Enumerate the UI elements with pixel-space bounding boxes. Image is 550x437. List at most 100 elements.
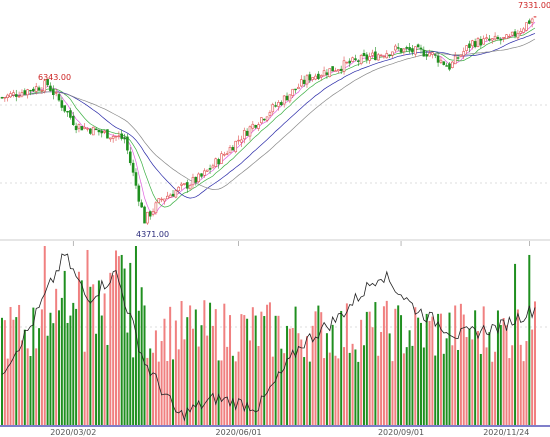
candle-body xyxy=(516,33,520,39)
volume-bar xyxy=(459,303,462,425)
volume-bar xyxy=(214,309,217,425)
candle-body xyxy=(519,31,523,34)
candle-body xyxy=(331,66,334,72)
volume-bar xyxy=(325,333,328,425)
volume-bar xyxy=(260,311,263,425)
volume-bar xyxy=(374,302,377,425)
candle-body xyxy=(462,51,466,56)
candle-body xyxy=(83,126,86,129)
volume-bar xyxy=(357,361,360,425)
candle-body xyxy=(9,93,12,98)
moving-average-line xyxy=(1,21,536,215)
volume-bar xyxy=(149,348,152,425)
volume-bar xyxy=(334,355,337,425)
candle-body xyxy=(453,55,457,65)
candle-body xyxy=(168,194,172,198)
volume-bar xyxy=(97,280,100,425)
candle-body xyxy=(470,40,474,47)
volume-bar xyxy=(476,330,479,425)
volume-bar xyxy=(126,332,129,425)
candle-body xyxy=(288,94,292,102)
volume-bar xyxy=(354,349,357,425)
volume-bar xyxy=(132,357,135,425)
candle-body xyxy=(203,170,206,176)
candle-body xyxy=(528,20,531,24)
candle-body xyxy=(151,211,155,215)
volume-bar xyxy=(431,316,434,425)
candle-body xyxy=(371,52,374,56)
candle-body xyxy=(69,110,72,118)
volume-bar xyxy=(240,314,243,425)
volume-bar xyxy=(437,313,440,425)
volume-bar xyxy=(106,344,109,425)
volume-bar xyxy=(305,336,308,425)
candle-body xyxy=(302,79,306,84)
candle-body xyxy=(208,168,212,170)
x-axis: 2020/03/02 2020/06/01 2020/09/01 2020/11/24 xyxy=(50,241,530,437)
candle-body xyxy=(362,53,366,56)
candle-body xyxy=(194,176,198,183)
candle-body xyxy=(499,38,503,41)
volume-bar xyxy=(371,327,374,425)
candle-body xyxy=(163,198,166,202)
volume-bar xyxy=(20,340,23,425)
candle-body xyxy=(508,35,511,38)
volume-bar xyxy=(271,356,274,425)
volume-bar xyxy=(248,340,251,425)
candle-body xyxy=(379,54,383,57)
candle-body xyxy=(211,165,215,169)
candle-body xyxy=(248,126,252,137)
volume-bar xyxy=(189,305,192,425)
candle-body xyxy=(473,41,477,48)
candle-body xyxy=(351,57,354,62)
moving-average-line xyxy=(1,38,536,190)
volume-bar xyxy=(66,322,69,425)
volume-bar xyxy=(377,355,380,425)
candle-body xyxy=(262,118,266,121)
candle-body xyxy=(431,52,434,55)
volume-bar xyxy=(46,335,49,425)
volume-bar xyxy=(211,325,214,425)
volume-bar xyxy=(531,329,534,425)
volume-bar xyxy=(283,353,286,425)
volume-bar xyxy=(143,305,146,425)
candle-body xyxy=(285,95,289,101)
volume-bar xyxy=(177,349,180,425)
volume-bar xyxy=(157,361,160,425)
candle-body xyxy=(280,102,283,106)
candle-body xyxy=(391,51,394,56)
high-price-label: 7331.00 xyxy=(518,1,550,10)
candle-body xyxy=(513,31,517,37)
volume-bar xyxy=(40,309,43,425)
candle-body xyxy=(188,185,192,190)
volume-bar xyxy=(251,307,254,425)
volume-bar xyxy=(75,308,78,425)
volume-bar xyxy=(442,353,445,425)
candle-body xyxy=(308,74,312,81)
volume-bar xyxy=(243,315,246,425)
candle-body xyxy=(433,54,437,56)
volume-bar xyxy=(49,312,52,425)
candle-body xyxy=(419,47,423,50)
candle-body xyxy=(77,124,81,129)
candle-body xyxy=(200,173,203,177)
volume-bar xyxy=(72,302,75,425)
volume-bar xyxy=(200,325,203,425)
candle-body xyxy=(214,158,218,167)
candle-body xyxy=(396,47,400,49)
candle-body xyxy=(411,48,414,53)
x-tick-label: 2020/03/02 xyxy=(50,428,96,437)
candle-body xyxy=(86,128,89,130)
volume-bar xyxy=(154,330,157,425)
candle-body xyxy=(106,129,109,139)
volume-bar xyxy=(365,311,368,425)
volume-bar xyxy=(496,310,499,425)
volume-panel xyxy=(0,246,550,427)
candle-body xyxy=(160,198,163,201)
candle-body xyxy=(368,56,371,61)
candle-body xyxy=(277,102,280,107)
candle-body xyxy=(365,54,369,60)
volume-bar xyxy=(340,310,343,425)
volume-bar xyxy=(231,355,234,425)
candle-body xyxy=(177,186,181,192)
